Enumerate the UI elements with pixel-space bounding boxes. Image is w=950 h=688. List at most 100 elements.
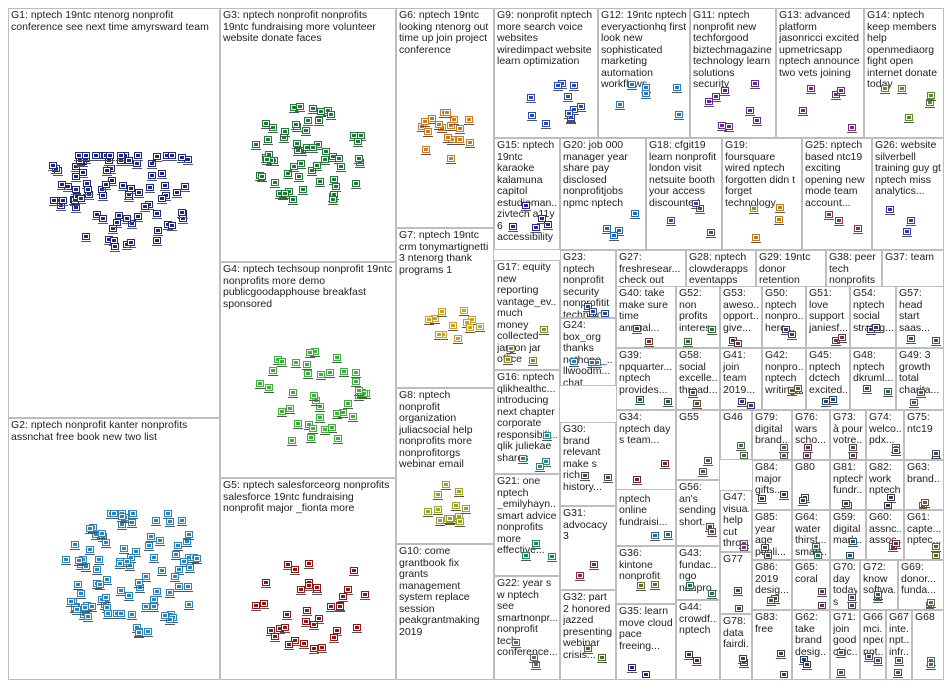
graph-node[interactable] — [288, 437, 297, 445]
graph-node[interactable] — [104, 157, 113, 165]
graph-node[interactable] — [64, 183, 73, 191]
graph-node[interactable] — [291, 636, 300, 644]
graph-node[interactable] — [117, 521, 126, 529]
graph-node[interactable] — [803, 444, 812, 452]
graph-node[interactable] — [344, 585, 353, 593]
graph-node[interactable] — [352, 368, 361, 376]
group-panel-g70[interactable]: G70: day today s — [830, 560, 860, 610]
graph-node[interactable] — [891, 446, 900, 454]
graph-node[interactable] — [304, 420, 313, 428]
group-panel-g68[interactable]: G68 — [912, 610, 944, 680]
graph-node[interactable] — [82, 151, 91, 159]
graph-node[interactable] — [270, 178, 279, 186]
graph-node[interactable] — [909, 398, 918, 406]
graph-node[interactable] — [434, 120, 443, 128]
graph-node[interactable] — [93, 565, 102, 573]
group-panel-g80[interactable]: G80 — [792, 460, 830, 510]
group-panel-g13[interactable]: G13: advanced platform jasonricci excite… — [776, 8, 864, 138]
graph-node[interactable] — [57, 181, 66, 188]
graph-node[interactable] — [467, 315, 476, 323]
graph-node[interactable] — [728, 336, 737, 344]
graph-node[interactable] — [280, 134, 289, 142]
graph-node[interactable] — [302, 144, 311, 152]
graph-node[interactable] — [799, 107, 808, 115]
graph-node[interactable] — [927, 599, 936, 607]
graph-node[interactable] — [807, 84, 816, 92]
graph-node[interactable] — [814, 552, 823, 559]
graph-node[interactable] — [641, 89, 650, 97]
graph-node[interactable] — [906, 217, 915, 225]
graph-node[interactable] — [115, 559, 124, 567]
graph-node[interactable] — [569, 81, 578, 89]
graph-node[interactable] — [83, 185, 92, 193]
graph-node[interactable] — [349, 131, 358, 139]
graph-node[interactable] — [699, 467, 708, 475]
group-panel-g60[interactable]: G60: assnc... assoc... — [866, 510, 904, 560]
graph-node[interactable] — [724, 123, 733, 131]
graph-node[interactable] — [886, 494, 895, 502]
group-panel-g26[interactable]: G26: website silverbell training guy gt … — [872, 138, 944, 250]
graph-node[interactable] — [442, 109, 451, 117]
graph-node[interactable] — [600, 309, 609, 317]
graph-node[interactable] — [456, 517, 465, 525]
graph-node[interactable] — [104, 236, 113, 244]
group-panel-g47[interactable]: G47: visua... help cut throu... — [720, 490, 752, 552]
group-panel-g73[interactable]: G73: à pour votre... — [830, 410, 866, 460]
graph-node[interactable] — [779, 670, 788, 678]
group-panel-g25[interactable]: G25: nptech based ntc19 exciting opening… — [802, 138, 872, 250]
graph-node[interactable] — [454, 488, 463, 496]
graph-node[interactable] — [153, 209, 162, 217]
graph-node[interactable] — [98, 192, 107, 200]
graph-node[interactable] — [72, 605, 81, 613]
graph-node[interactable] — [123, 557, 132, 565]
graph-node[interactable] — [316, 178, 325, 186]
graph-node[interactable] — [328, 424, 337, 432]
graph-node[interactable] — [692, 400, 701, 408]
graph-node[interactable] — [504, 356, 513, 364]
graph-node[interactable] — [874, 590, 883, 598]
graph-node[interactable] — [283, 560, 292, 568]
group-panel-g19[interactable]: G19: foursquare wired nptech forgotten d… — [722, 138, 802, 250]
group-panel-g3[interactable]: G3: nptech nonprofit nonprofits 19ntc fu… — [220, 8, 396, 262]
graph-node[interactable] — [117, 151, 126, 159]
graph-node[interactable] — [288, 388, 297, 396]
graph-node[interactable] — [310, 644, 319, 652]
graph-node[interactable] — [628, 664, 637, 672]
graph-node[interactable] — [354, 155, 363, 163]
graph-node[interactable] — [334, 434, 343, 442]
graph-node[interactable] — [880, 84, 889, 92]
graph-node[interactable] — [897, 84, 906, 92]
graph-node[interactable] — [59, 196, 68, 204]
graph-node[interactable] — [148, 172, 157, 180]
group-panel-g75[interactable]: G75: ntc19 — [904, 410, 944, 460]
graph-node[interactable] — [96, 581, 105, 589]
graph-node[interactable] — [102, 594, 111, 602]
graph-node[interactable] — [780, 443, 788, 451]
graph-node[interactable] — [449, 115, 458, 123]
graph-node[interactable] — [102, 604, 111, 612]
graph-node[interactable] — [775, 216, 784, 224]
graph-node[interactable] — [642, 83, 651, 91]
graph-node[interactable] — [165, 518, 174, 526]
group-panel-g46[interactable]: G46 — [720, 410, 752, 460]
graph-node[interactable] — [589, 308, 598, 316]
graph-node[interactable] — [252, 140, 261, 148]
graph-node[interactable] — [738, 654, 747, 662]
graph-node[interactable] — [576, 102, 585, 110]
graph-node[interactable] — [87, 602, 96, 610]
graph-node[interactable] — [587, 359, 596, 367]
group-panel-g50[interactable]: G50: nptech nonpro... here... — [762, 286, 806, 348]
graph-node[interactable] — [825, 210, 834, 218]
graph-node[interactable] — [108, 224, 117, 232]
graph-node[interactable] — [315, 116, 324, 124]
graph-node[interactable] — [146, 184, 155, 192]
graph-node[interactable] — [81, 233, 90, 241]
graph-node[interactable] — [170, 573, 179, 581]
group-panel-g16[interactable]: G16: nptech qlikhealthc... introducing n… — [494, 370, 560, 474]
graph-node[interactable] — [540, 325, 548, 333]
graph-node[interactable] — [836, 87, 845, 95]
graph-node[interactable] — [736, 441, 745, 449]
graph-node[interactable] — [529, 356, 538, 364]
graph-node[interactable] — [313, 141, 322, 149]
graph-node[interactable] — [780, 452, 788, 459]
